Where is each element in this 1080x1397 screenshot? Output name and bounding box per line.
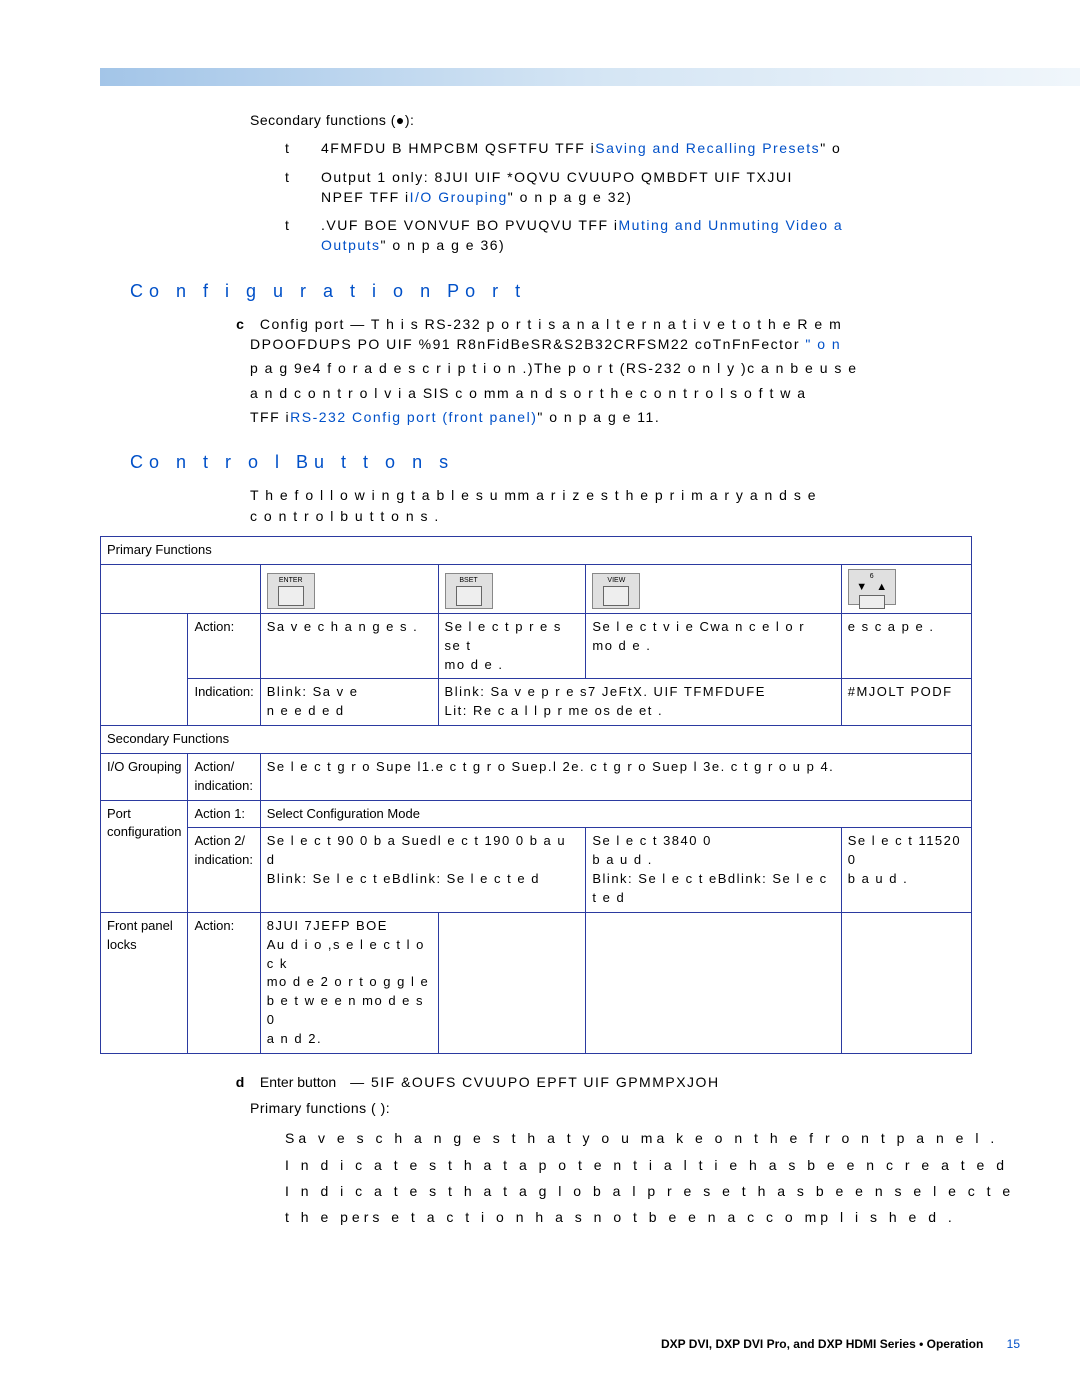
page-number: 15 <box>1007 1337 1020 1351</box>
bullet-item: t 4FMFDU B HMPCBM QSFTFU TFF iSaving and… <box>285 138 1070 158</box>
bullet-marker: t <box>285 167 321 208</box>
row-sublabel: Action 2/ indication: <box>188 828 260 912</box>
bullet-text: Output 1 only: 8JUI UIF *OQVU CVUUPO QMB… <box>321 167 1070 187</box>
table-cell: Se l e c t 90 0 b a Suedl e c t 190 0 b … <box>260 828 586 912</box>
page-footer: DXP DVI, DXP DVI Pro, and DXP HDMI Serie… <box>0 1337 1020 1351</box>
bullet-item: t Output 1 only: 8JUI UIF *OQVU CVUUPO Q… <box>285 167 1070 208</box>
table-cell: Se l e c t v i e Cwa n c e l o r mo d e … <box>586 613 841 679</box>
enter-button-label: Enter button <box>260 1074 336 1090</box>
button-label: 6 <box>870 573 874 580</box>
enter-button-text: — 5IF &OUFS CVUUPO EPFT UIF GPMMPXJOH <box>350 1074 720 1090</box>
bullet-list: t 4FMFDU B HMPCBM QSFTFU TFF iSaving and… <box>285 138 1070 255</box>
list-item: Sa v e s c h a n g e s t h a t y o u ma … <box>285 1128 1070 1148</box>
config-text: a n d c o n t r o l v i a SIS c o mm a n… <box>250 383 1070 403</box>
heading-config-port: Co n f i g u r a t i o n Po r t <box>130 278 1070 304</box>
table-cell: Select Configuration Mode <box>260 800 971 828</box>
bullet-marker: t <box>285 215 321 256</box>
config-text: Config port — T h i s RS-232 p o r t i s… <box>260 316 842 332</box>
button-graphic: 6▼ ▲ <box>841 564 971 613</box>
bullet-text: " o n p a g e 32) <box>508 189 633 205</box>
table-header: Primary Functions <box>101 537 972 565</box>
bullet-text: NPEF TFF i <box>321 189 410 205</box>
config-text: TFF i <box>250 409 290 425</box>
link-saving-presets[interactable]: Saving and Recalling Presets <box>595 140 820 156</box>
table-cell: Se l e c t g r o Supe l1.e c t g r o Sue… <box>260 753 971 800</box>
table-cell: Blink: Sa v e p r e s7 JeFtX. UIF TFMFDU… <box>438 679 841 726</box>
row-label: Action: <box>188 613 260 679</box>
table-cell: Se l e c t p r e s se t mo d e . <box>438 613 586 679</box>
config-text: DPOOFDUPS PO UIF %91 R8nFidBeSR&S2B32CRF… <box>250 336 800 352</box>
button-graphic: BSET <box>438 564 586 613</box>
button-label: ENTER <box>279 577 303 584</box>
table-cell: Se l e c t 11520 0 b a u d . <box>841 828 971 912</box>
table-cell: #MJOLT PODF <box>841 679 971 726</box>
header-stripe <box>100 68 1080 86</box>
control-buttons-table: Primary Functions ENTER BSET VIEW 6▼ ▲ A… <box>100 536 972 1054</box>
row-sublabel: Action: <box>188 912 260 1053</box>
list-item: I n d i c a t e s t h a t a p o t e n t … <box>285 1155 1070 1175</box>
row-label: I/O Grouping <box>101 753 188 800</box>
bullet-text: .VUF BOE VONVUF BO PVUQVU TFF i <box>321 217 619 233</box>
table-cell: Blink: Sa v e n e e d e d <box>260 679 438 726</box>
row-label: Front panel locks <box>101 912 188 1053</box>
footer-title: DXP DVI, DXP DVI Pro, and DXP HDMI Serie… <box>661 1337 983 1351</box>
primary-functions-list: Sa v e s c h a n g e s t h a t y o u ma … <box>285 1128 1070 1227</box>
bullet-text: 4FMFDU B HMPCBM QSFTFU TFF i <box>321 140 595 156</box>
bullet-marker: t <box>285 138 321 158</box>
config-text: p a g 9e4 f o r a d e s c r i p t i o n … <box>250 358 1070 378</box>
table-header: Secondary Functions <box>101 726 972 754</box>
list-item: I n d i c a t e s t h a t a g l o b a l … <box>285 1181 1070 1201</box>
primary-functions-label: Primary functions ( ): <box>250 1098 1070 1118</box>
callout-d: d <box>230 1072 250 1092</box>
secondary-functions-label: Secondary functions (●): <box>250 110 1070 130</box>
bullet-text: " o n p a g e 36) <box>381 237 506 253</box>
row-sublabel: Action/ indication: <box>188 753 260 800</box>
link-io-grouping[interactable]: I/O Grouping <box>410 189 508 205</box>
link-rs232-config[interactable]: RS-232 Config port (front panel) <box>290 409 537 425</box>
link-muting[interactable]: Muting and Unmuting Video a <box>619 217 844 233</box>
page-content: Secondary functions (●): t 4FMFDU B HMPC… <box>100 110 1070 1234</box>
table-cell: e s c a p e . <box>841 613 971 679</box>
button-graphic: ENTER <box>260 564 438 613</box>
button-label: BSET <box>459 577 477 584</box>
callout-c: c <box>230 314 250 334</box>
table-cell: Sa v e c h a n g e s . <box>260 613 438 679</box>
control-intro: T h e f o l l o w i n g t a b l e s u mm… <box>250 485 1070 526</box>
button-label: VIEW <box>607 577 625 584</box>
button-graphic: VIEW <box>586 564 841 613</box>
row-label: Port configuration <box>101 800 188 912</box>
config-text: " o n p a g e 11. <box>537 409 660 425</box>
row-label: Indication: <box>188 679 260 726</box>
table-cell: 8JUI 7JEFP BOE Au d i o ,s e l e c t l o… <box>260 912 438 1053</box>
row-sublabel: Action 1: <box>188 800 260 828</box>
bullet-text: " o <box>820 140 841 156</box>
bullet-item: t .VUF BOE VONVUF BO PVUQVU TFF iMuting … <box>285 215 1070 256</box>
table-cell: Se l e c t 3840 0 b a u d . Blink: Se l … <box>586 828 841 912</box>
link-outputs[interactable]: Outputs <box>321 237 381 253</box>
link-remote-connector[interactable]: " o n <box>805 336 841 352</box>
list-item: t h e pers e t a c t i o n h a s n o t b… <box>285 1207 1070 1227</box>
heading-control-buttons: Co n t r o l Bu t t o n s <box>130 449 1070 475</box>
